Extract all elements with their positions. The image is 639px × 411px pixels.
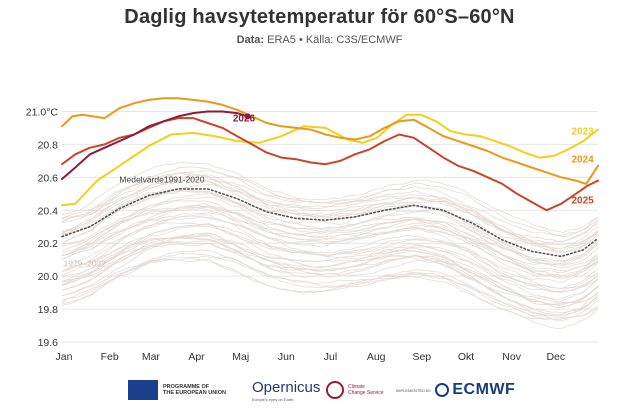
label-2026: 2026 <box>233 113 256 124</box>
historical-series-line <box>61 183 599 253</box>
c3s-text: Climate Change Service <box>348 384 384 396</box>
historical-series-line <box>61 240 599 318</box>
x-tick-label: Nov <box>502 351 521 363</box>
series-line-medelvärde1991-2020 <box>61 188 599 258</box>
historical-series-line <box>61 242 599 314</box>
ecmwf-globe-icon <box>435 383 450 397</box>
historical-series-line <box>61 179 599 254</box>
y-tick-label: 19.8 <box>38 304 59 316</box>
historical-series-line <box>61 206 599 279</box>
y-tick-label: 20.2 <box>38 238 59 250</box>
y-tick-label: 20.8 <box>38 139 59 151</box>
historical-series-line <box>61 255 599 317</box>
series-line-2026 <box>61 110 249 180</box>
copernicus-tagline: Europe's eyes on Earth <box>252 396 294 402</box>
y-tick-label: 20.0 <box>38 271 59 283</box>
historical-series-line <box>61 205 599 266</box>
historical-series-line <box>61 190 599 252</box>
chart-subtitle: Data: ERA5 • Källa: C3S/ECMWF <box>0 34 639 46</box>
chart-title: Daglig havsytetemperatur för 60°S–60°N <box>124 6 515 28</box>
series-line-2025 <box>61 117 599 212</box>
historical-series-line <box>61 196 599 268</box>
historical-series-line <box>61 214 599 293</box>
historical-series-line <box>61 252 599 321</box>
historical-series-line <box>61 179 599 249</box>
ecmwf-wordmark: ECMWF <box>452 381 516 398</box>
eu-logo: PROGRAMME OF THE EUROPEAN UNION <box>128 378 226 402</box>
x-tick-label: Aug <box>367 351 386 363</box>
historical-series-line <box>61 234 599 303</box>
historical-series-line <box>61 206 599 271</box>
y-tick-label: 20.4 <box>38 205 59 217</box>
x-tick-label: Mar <box>142 351 161 363</box>
subtitle-source: ERA5 • Källa: C3S/ECMWF <box>264 34 403 46</box>
x-tick-label: Feb <box>101 351 119 363</box>
historical-series-line <box>61 161 599 233</box>
ecmwf-logo: IMPLEMENTED BY ECMWF <box>396 378 515 402</box>
series-2026-end-marker <box>244 113 251 120</box>
footer-logos: PROGRAMME OF THE EUROPEAN UNION Opernicu… <box>0 372 639 406</box>
c3s-logo: Climate Change Service <box>326 378 384 402</box>
sst-line-chart: 21.0°C 20.8 20.6 20.4 20.2 20.0 19.8 19.6 Jan Feb… <box>26 97 599 363</box>
implemented-by-text: IMPLEMENTED BY <box>396 387 432 393</box>
x-tick-label: Jul <box>324 351 337 363</box>
x-tick-label: Jun <box>278 351 295 363</box>
historical-series-line <box>61 178 599 243</box>
copernicus-wordmark: Opernicus <box>252 378 321 396</box>
label-2024: 2024 <box>571 155 594 166</box>
y-tick-label: 21.0°C <box>26 106 59 118</box>
historical-series-line <box>61 258 599 321</box>
eu-flag-icon <box>128 380 158 400</box>
historical-series-line <box>61 216 599 283</box>
x-tick-label: Apr <box>188 351 205 363</box>
c3s-ring-icon <box>326 381 344 399</box>
historical-series-line <box>61 188 599 266</box>
historical-series-line <box>61 212 599 273</box>
x-tick-label: Maj <box>232 351 249 363</box>
y-tick-label: 20.6 <box>38 172 59 184</box>
historical-series-line <box>61 172 599 242</box>
copernicus-logo: Opernicus Europe's eyes on Earth <box>252 378 320 402</box>
historical-series-line <box>61 224 599 293</box>
y-tick-label: 19.6 <box>38 337 59 349</box>
series-line-2023 <box>61 113 599 207</box>
historical-series-line <box>61 222 599 289</box>
historical-series-line <box>61 206 599 277</box>
label-mean: Medelvärde1991-2020 <box>119 174 204 184</box>
x-tick-label: Jan <box>56 351 73 363</box>
historical-series-line <box>61 249 599 322</box>
eu-programme-text: PROGRAMME OF THE EUROPEAN UNION <box>163 383 226 397</box>
historical-series-line <box>61 235 599 309</box>
label-range: 1979–2022 <box>63 258 106 268</box>
x-tick-label: Okt <box>458 351 474 363</box>
historical-series-line <box>61 170 599 237</box>
x-tick-label: Dec <box>546 351 565 363</box>
subtitle-data-label: Data: <box>236 34 265 46</box>
label-2023: 2023 <box>571 127 594 138</box>
historical-series-line <box>61 200 599 277</box>
label-2025: 2025 <box>571 196 594 207</box>
historical-series-line <box>61 166 599 238</box>
x-tick-label: Sep <box>412 351 431 363</box>
series-line-2024 <box>61 97 599 185</box>
